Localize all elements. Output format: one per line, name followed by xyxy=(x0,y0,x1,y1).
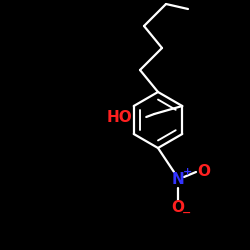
Text: N: N xyxy=(172,172,184,188)
Text: −: − xyxy=(182,208,192,218)
Text: HO: HO xyxy=(106,110,132,124)
Text: O: O xyxy=(172,200,184,216)
Text: +: + xyxy=(182,167,192,177)
Text: O: O xyxy=(198,164,210,180)
